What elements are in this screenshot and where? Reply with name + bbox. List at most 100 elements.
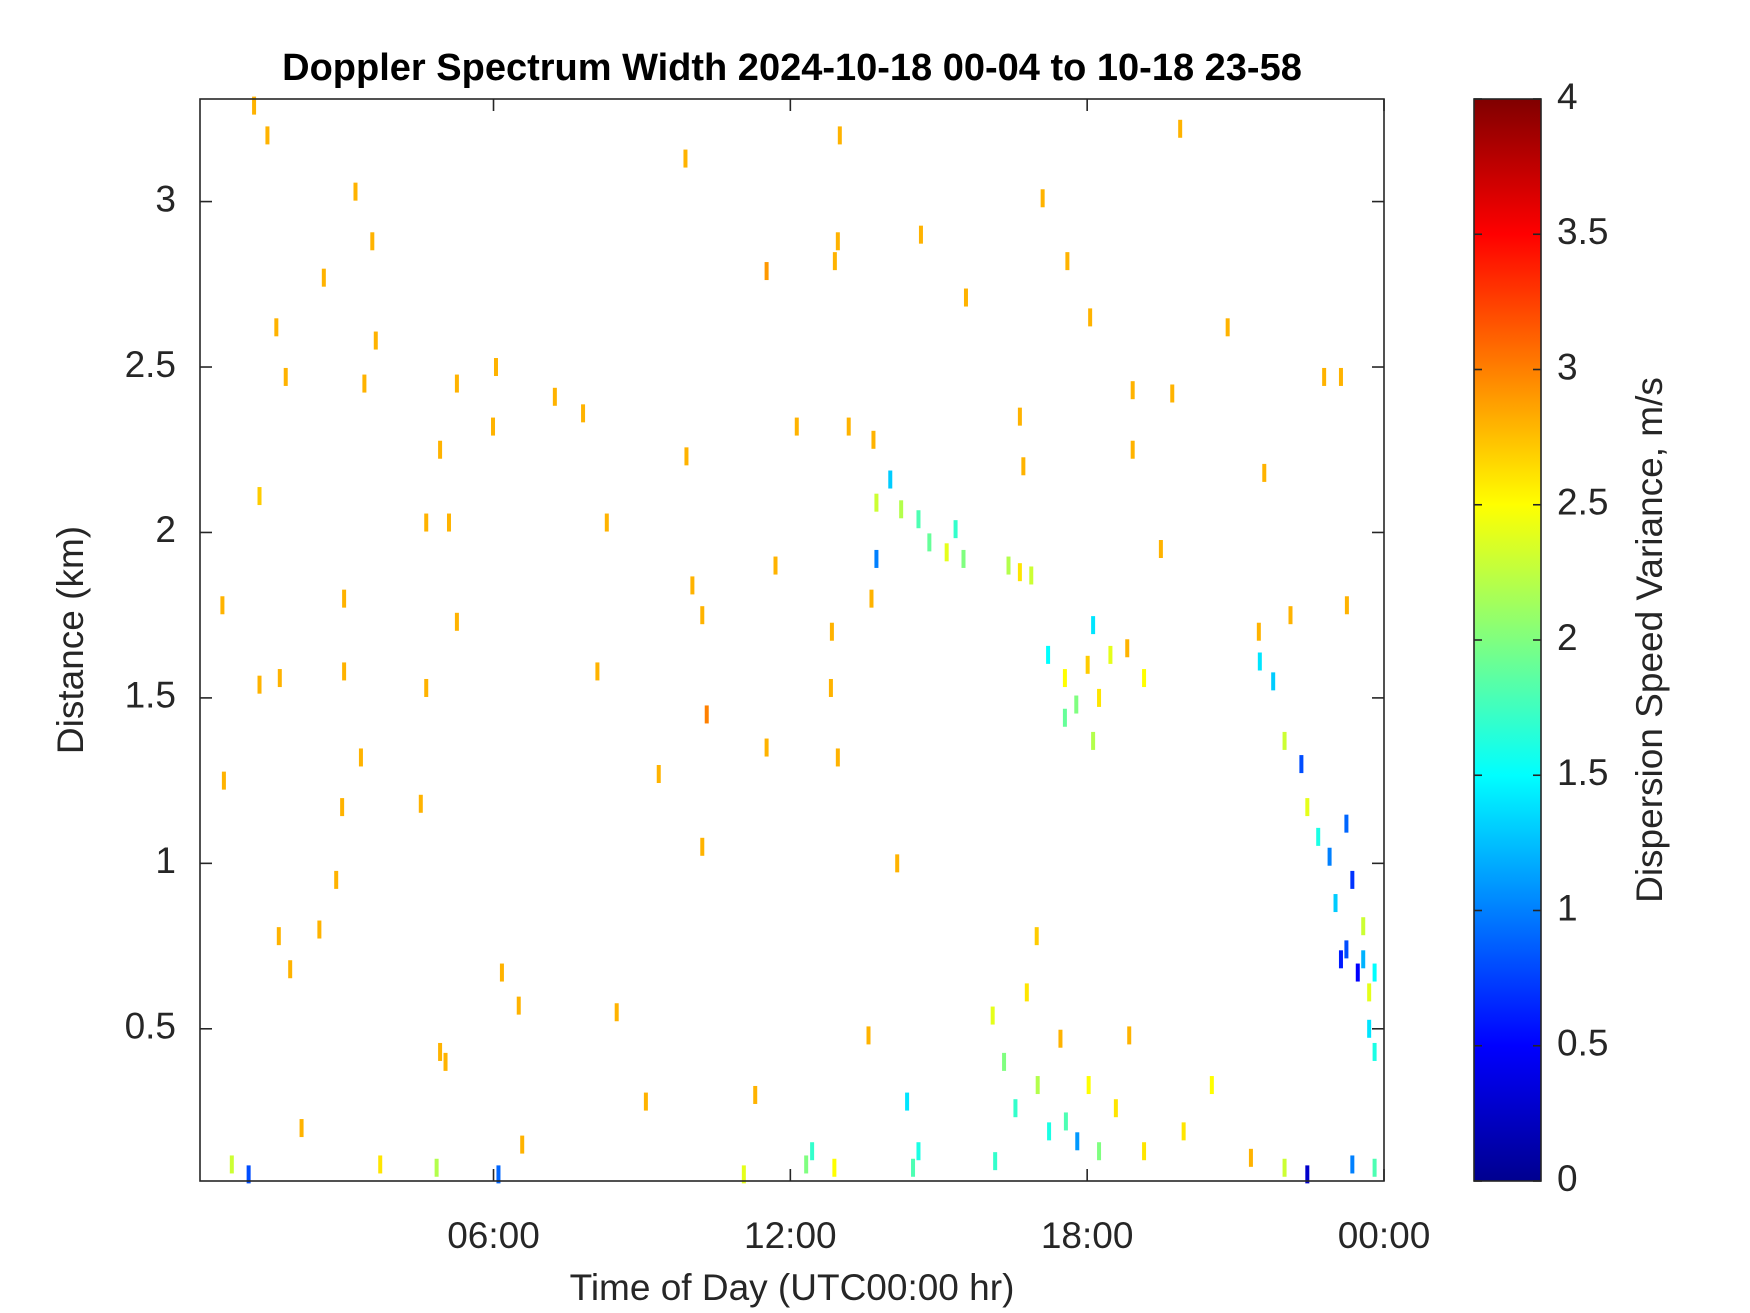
- data-cell: [1113, 1099, 1118, 1118]
- y-tick-label: 1: [155, 840, 176, 881]
- data-cell: [1017, 563, 1022, 582]
- data-cell: [866, 1026, 871, 1045]
- colorbar-tick-label: 3: [1557, 346, 1578, 387]
- data-cell: [604, 513, 609, 532]
- data-cell: [1344, 814, 1349, 833]
- colorbar-tick-label: 4: [1557, 76, 1578, 117]
- data-cell: [773, 556, 778, 575]
- data-cell: [1367, 983, 1372, 1002]
- data-cell: [454, 612, 459, 631]
- data-cell: [899, 500, 904, 519]
- x-axis-label: Time of Day (UTC00:00 hr): [570, 1267, 1015, 1308]
- data-cell: [683, 149, 688, 168]
- data-cell: [1158, 540, 1163, 559]
- data-cell: [835, 232, 840, 251]
- data-cell: [1350, 870, 1355, 889]
- data-cell: [700, 837, 705, 856]
- colorbar-tick-label: 1: [1557, 887, 1578, 928]
- colorbar: [1474, 99, 1541, 1181]
- data-cell: [438, 440, 443, 459]
- axes-box: [199, 98, 1385, 1182]
- data-cell: [1257, 652, 1262, 671]
- data-cell: [317, 920, 322, 939]
- data-cell: [229, 1155, 234, 1174]
- data-cell: [832, 252, 837, 271]
- data-cell: [1097, 688, 1102, 707]
- data-cell: [835, 748, 840, 767]
- data-cell: [220, 596, 225, 615]
- data-cell: [283, 367, 288, 386]
- y-tick-label: 0.5: [125, 1006, 176, 1047]
- data-cell: [276, 927, 281, 946]
- data-cell: [221, 771, 226, 790]
- data-cell: [491, 417, 496, 436]
- data-cell: [443, 1052, 448, 1071]
- data-cell: [1178, 119, 1183, 138]
- data-cell: [837, 126, 842, 145]
- data-cell: [953, 520, 958, 539]
- data-cell: [373, 331, 378, 350]
- data-cell: [614, 1003, 619, 1022]
- colorbar-tick-label: 2.5: [1557, 482, 1608, 523]
- data-cell: [370, 232, 375, 251]
- data-cell: [438, 1042, 443, 1061]
- data-cell: [700, 606, 705, 625]
- data-cell: [418, 794, 423, 813]
- data-cell: [246, 1165, 251, 1184]
- x-tick-label: 18:00: [1041, 1215, 1134, 1256]
- data-cell: [874, 493, 879, 512]
- data-cell: [832, 1158, 837, 1177]
- data-cell: [334, 870, 339, 889]
- data-cell: [353, 182, 358, 201]
- data-cell: [916, 510, 921, 529]
- data-cell: [1316, 827, 1321, 846]
- colorbar-tick-label: 3.5: [1557, 211, 1608, 252]
- data-cell: [1029, 566, 1034, 585]
- data-cell: [963, 288, 968, 307]
- data-cell: [321, 268, 326, 287]
- data-cell: [764, 262, 769, 281]
- chart-title: Doppler Spectrum Width 2024-10-18 00-04 …: [282, 47, 1302, 89]
- data-cell: [1047, 1122, 1052, 1141]
- data-cell: [1108, 645, 1113, 664]
- data-cell: [1282, 1158, 1287, 1177]
- data-cell: [1024, 983, 1029, 1002]
- y-tick-label: 3: [155, 178, 176, 219]
- data-cell: [1322, 367, 1327, 386]
- data-cell: [1035, 1076, 1040, 1095]
- data-cell: [1271, 672, 1276, 691]
- y-tick-label: 1.5: [125, 675, 176, 716]
- data-cell: [1142, 669, 1147, 688]
- data-cell: [764, 738, 769, 757]
- data-cell: [1021, 457, 1026, 476]
- data-cell: [1085, 655, 1090, 674]
- data-cell: [595, 662, 600, 681]
- data-cell: [804, 1155, 809, 1174]
- data-cell: [1127, 1026, 1132, 1045]
- plot-area: [220, 96, 1377, 1184]
- data-cell: [927, 533, 932, 552]
- x-tick-label: 06:00: [447, 1215, 540, 1256]
- data-cell: [993, 1152, 998, 1171]
- data-cell: [340, 798, 345, 817]
- data-cell: [378, 1155, 383, 1174]
- data-cell: [1361, 950, 1366, 969]
- data-cell: [828, 678, 833, 697]
- data-cell: [277, 669, 282, 688]
- data-cell: [1372, 963, 1377, 982]
- data-cell: [1209, 1076, 1214, 1095]
- y-axis-label: Distance (km): [50, 526, 91, 754]
- data-cell: [1288, 606, 1293, 625]
- data-cell: [252, 96, 257, 115]
- data-cell: [1262, 463, 1267, 482]
- data-cell: [1046, 645, 1051, 664]
- data-cell: [1344, 596, 1349, 615]
- data-cell: [1344, 940, 1349, 959]
- data-cell: [257, 487, 262, 506]
- data-cell: [704, 705, 709, 724]
- data-cell: [1372, 1158, 1377, 1177]
- data-cell: [1299, 755, 1304, 774]
- data-cell: [905, 1092, 910, 1111]
- data-cell: [1074, 695, 1079, 714]
